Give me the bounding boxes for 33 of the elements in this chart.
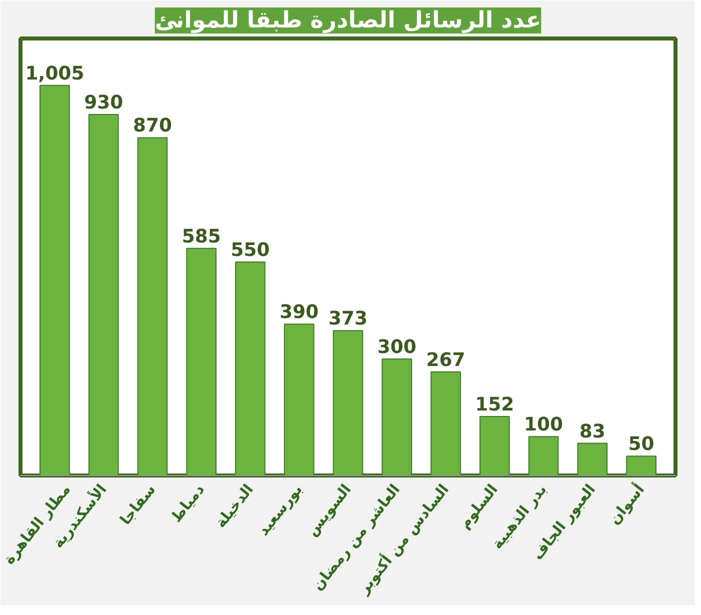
data-label: 83 (579, 421, 606, 442)
data-label: 50 (628, 434, 654, 456)
x-tick-label: أسوان (604, 480, 648, 528)
data-label: 930 (84, 92, 124, 114)
bar (235, 261, 266, 476)
data-label: 300 (377, 337, 416, 358)
data-label: 550 (230, 240, 270, 261)
bar (382, 358, 412, 476)
x-tick-label: بورسعيد (255, 481, 306, 539)
bar (137, 137, 168, 476)
data-label: 870 (133, 116, 172, 137)
bar (284, 324, 314, 476)
data-label: 1,005 (25, 63, 84, 84)
x-tick-label: دمياط (168, 480, 208, 526)
bar (88, 114, 119, 476)
bar (577, 442, 608, 476)
bar (626, 456, 656, 476)
data-label: 390 (280, 302, 319, 324)
bar (430, 371, 461, 476)
x-tick-label: السويس (304, 481, 355, 540)
x-tick-label: الدخيلة (212, 481, 257, 532)
bar (332, 330, 364, 476)
bar (479, 416, 510, 476)
data-label: 100 (524, 414, 564, 436)
data-label: 585 (182, 226, 221, 248)
data-label: 152 (475, 394, 514, 416)
data-label: 267 (426, 350, 466, 371)
x-tick-label: سفاجا (116, 481, 160, 528)
data-label: 373 (328, 308, 368, 330)
bar (528, 436, 559, 476)
bar (186, 248, 217, 476)
chart-title: عدد الرسائل الصادرة طبقا للموانئ (154, 8, 542, 34)
bar (40, 84, 70, 476)
